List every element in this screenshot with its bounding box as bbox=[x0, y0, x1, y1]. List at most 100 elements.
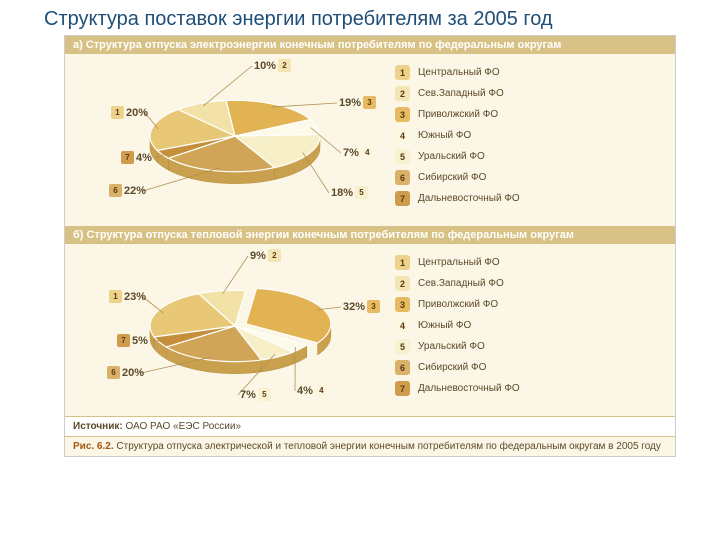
slice-percent: 5% bbox=[132, 335, 148, 347]
legend-item: 4 Южный ФО bbox=[395, 315, 675, 336]
slice-badge: 7 bbox=[121, 151, 134, 164]
slice-label: 4%4 bbox=[297, 384, 328, 397]
legend-badge: 4 bbox=[395, 318, 410, 333]
legend-item: 3 Приволжский ФО bbox=[395, 104, 675, 125]
slice-percent: 18% bbox=[331, 187, 353, 199]
legend-badge: 7 bbox=[395, 381, 410, 396]
slice-percent: 32% bbox=[343, 301, 365, 313]
legend-item: 7 Дальневосточный ФО bbox=[395, 378, 675, 399]
slice-badge: 4 bbox=[361, 146, 374, 159]
slice-badge: 2 bbox=[278, 59, 291, 72]
pie-chart-b: 123% 9%2 32%3 4%4 7%5 620% 75% bbox=[65, 244, 395, 416]
panel-a: а) Структура отпуска электроэнергии коне… bbox=[65, 36, 675, 226]
slice-badge: 6 bbox=[107, 366, 120, 379]
slice-percent: 20% bbox=[126, 107, 148, 119]
legend-label: Сибирский ФО bbox=[418, 172, 486, 183]
legend-badge: 2 bbox=[395, 86, 410, 101]
legend-item: 1 Центральный ФО bbox=[395, 252, 675, 273]
slice-label: 620% bbox=[107, 366, 144, 379]
slice-badge: 1 bbox=[111, 106, 124, 119]
slice-badge: 1 bbox=[109, 290, 122, 303]
page-title: Структура поставок энергии потребителям … bbox=[0, 0, 720, 35]
slice-percent: 7% bbox=[343, 147, 359, 159]
legend-item: 2 Сев.Западный ФО bbox=[395, 83, 675, 104]
legend-label: Сибирский ФО bbox=[418, 362, 486, 373]
slice-label: 7%5 bbox=[240, 388, 271, 401]
slice-badge: 3 bbox=[367, 300, 380, 313]
legend-badge: 5 bbox=[395, 149, 410, 164]
legend-label: Сев.Западный ФО bbox=[418, 88, 504, 99]
slice-label: 32%3 bbox=[343, 300, 380, 313]
legend-label: Центральный ФО bbox=[418, 67, 500, 78]
caption: Рис. 6.2. Структура отпуска электрическо… bbox=[65, 437, 675, 456]
legend-item: 7 Дальневосточный ФО bbox=[395, 188, 675, 209]
legend-label: Южный ФО bbox=[418, 130, 471, 141]
slice-label: 18%5 bbox=[331, 186, 368, 199]
slice-label: 7%4 bbox=[343, 146, 374, 159]
slice-label: 622% bbox=[109, 184, 146, 197]
legend-badge: 7 bbox=[395, 191, 410, 206]
slice-badge: 3 bbox=[363, 96, 376, 109]
legend-label: Дальневосточный ФО bbox=[418, 193, 520, 204]
panel-a-header: а) Структура отпуска электроэнергии коне… bbox=[65, 36, 675, 54]
legend-label: Уральский ФО bbox=[418, 151, 485, 162]
slice-badge: 4 bbox=[315, 384, 328, 397]
legend-badge: 6 bbox=[395, 360, 410, 375]
legend-b: 1 Центральный ФО 2 Сев.Западный ФО 3 Приволжс… bbox=[395, 244, 675, 416]
legend-badge: 2 bbox=[395, 276, 410, 291]
legend-label: Южный ФО bbox=[418, 320, 471, 331]
slice-label: 120% bbox=[111, 106, 148, 119]
panel-b-header: б) Структура отпуска тепловой энергии ко… bbox=[65, 226, 675, 244]
slice-percent: 4% bbox=[136, 152, 152, 164]
panel-b: б) Структура отпуска тепловой энергии ко… bbox=[65, 226, 675, 416]
slice-percent: 9% bbox=[250, 250, 266, 262]
legend-badge: 3 bbox=[395, 297, 410, 312]
legend-badge: 6 bbox=[395, 170, 410, 185]
legend-label: Уральский ФО bbox=[418, 341, 485, 352]
legend-item: 2 Сев.Западный ФО bbox=[395, 273, 675, 294]
slice-label: 19%3 bbox=[339, 96, 376, 109]
slice-badge: 5 bbox=[258, 388, 271, 401]
slice-label: 10%2 bbox=[254, 59, 291, 72]
slice-badge: 2 bbox=[268, 249, 281, 262]
slice-badge: 7 bbox=[117, 334, 130, 347]
slice-percent: 20% bbox=[122, 367, 144, 379]
slice-percent: 4% bbox=[297, 385, 313, 397]
legend-item: 6 Сибирский ФО bbox=[395, 357, 675, 378]
slice-label: 123% bbox=[109, 290, 146, 303]
legend-badge: 1 bbox=[395, 255, 410, 270]
legend-badge: 3 bbox=[395, 107, 410, 122]
slice-badge: 6 bbox=[109, 184, 122, 197]
caption-text: Структура отпуска электрической и теплов… bbox=[116, 441, 660, 452]
slice-percent: 10% bbox=[254, 60, 276, 72]
slice-label: 75% bbox=[117, 334, 148, 347]
source-text: ОАО РАО «ЕЭС России» bbox=[125, 421, 241, 432]
legend-item: 5 Уральский ФО bbox=[395, 146, 675, 167]
legend-badge: 5 bbox=[395, 339, 410, 354]
figure-container: а) Структура отпуска электроэнергии коне… bbox=[64, 35, 676, 457]
legend-badge: 1 bbox=[395, 65, 410, 80]
legend-item: 4 Южный ФО bbox=[395, 125, 675, 146]
slice-percent: 23% bbox=[124, 291, 146, 303]
slice-percent: 22% bbox=[124, 185, 146, 197]
pie-chart-a: 120% 10%2 19%3 7%4 18%5 622% 74% bbox=[65, 54, 395, 226]
slice-label: 9%2 bbox=[250, 249, 281, 262]
slice-badge: 5 bbox=[355, 186, 368, 199]
caption-label: Рис. 6.2. bbox=[73, 441, 114, 452]
legend-label: Приволжский ФО bbox=[418, 299, 498, 310]
legend-a: 1 Центральный ФО 2 Сев.Западный ФО 3 Приволжс… bbox=[395, 54, 675, 226]
source-line: Источник: ОАО РАО «ЕЭС России» bbox=[65, 416, 675, 437]
legend-item: 5 Уральский ФО bbox=[395, 336, 675, 357]
legend-label: Центральный ФО bbox=[418, 257, 500, 268]
slice-percent: 19% bbox=[339, 97, 361, 109]
legend-item: 1 Центральный ФО bbox=[395, 62, 675, 83]
source-label: Источник: bbox=[73, 421, 123, 432]
slice-label: 74% bbox=[121, 151, 152, 164]
legend-badge: 4 bbox=[395, 128, 410, 143]
slice-percent: 7% bbox=[240, 389, 256, 401]
legend-label: Приволжский ФО bbox=[418, 109, 498, 120]
legend-item: 6 Сибирский ФО bbox=[395, 167, 675, 188]
legend-item: 3 Приволжский ФО bbox=[395, 294, 675, 315]
legend-label: Дальневосточный ФО bbox=[418, 383, 520, 394]
legend-label: Сев.Западный ФО bbox=[418, 278, 504, 289]
